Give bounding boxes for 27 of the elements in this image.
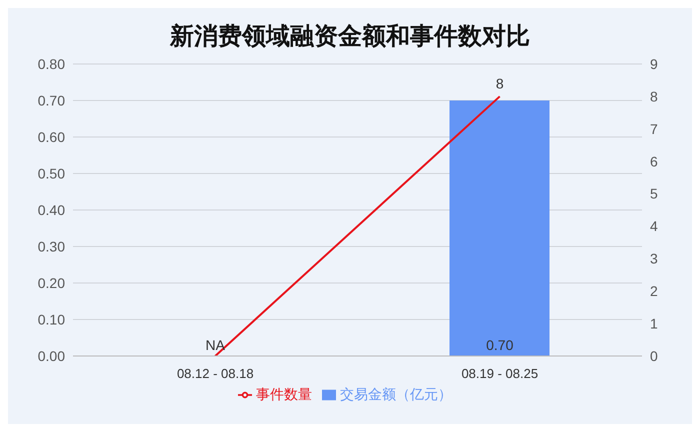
text: NA [206,337,225,353]
y-tick-label: 0.50 [38,165,66,182]
y-tick-label: 0.80 [38,56,66,72]
y-tick-label: 0.30 [38,238,66,254]
chart-title: 新消费领域融资金额和事件数对比 [168,22,531,52]
y-tick-label: 0.60 [38,128,66,145]
y-tick-label: 0.40 [38,202,66,218]
data-label: 0.70 [486,337,514,353]
y2-tick-label: 3 [650,250,658,267]
y2-tick-label: 6 [650,153,658,170]
y-tick-label: 0.00 [38,348,66,364]
y2-tick-label: 2 [650,283,658,300]
legend-label: 交易金额（亿元） [340,386,452,402]
y-tick-label: 0.70 [38,92,66,108]
x-tick-label: 08.12 - 08.18 [176,366,254,381]
legend-label: 事件数量 [256,386,312,402]
y2-tick-label: 9 [650,56,658,72]
y-tick-label: 0.20 [38,274,66,291]
y2-tick-label: 7 [650,120,658,137]
y2-tick-label: 0 [650,348,658,364]
y2-tick-label: 4 [650,218,658,234]
data-label: 8 [496,75,504,92]
y2-tick-label: 8 [650,88,658,104]
y-tick-label: 0.10 [38,311,66,328]
y2-tick-label: 5 [650,186,658,202]
x-tick-label: 08.19 - 08.25 [461,366,538,381]
y2-tick-label: 1 [650,316,658,332]
